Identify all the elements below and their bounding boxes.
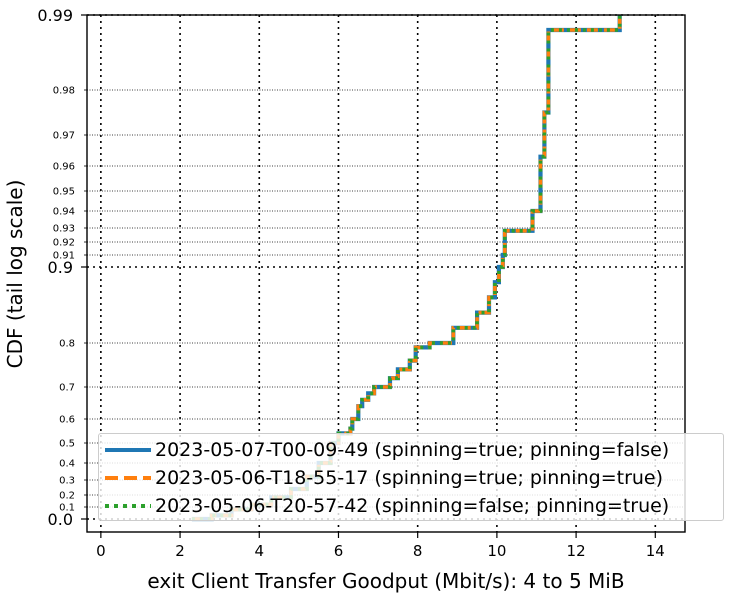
y-major-tick-label: 0.99 [37,6,73,25]
y-minor-tick-label: 0.4 [59,459,75,470]
legend-label: 2023-05-06-T20-57-42 (spinning=false; pi… [155,495,670,517]
x-tick-label: 12 [567,542,586,560]
legend-entry-2: 2023-05-06-T18-55-17 (spinning=true; pin… [105,464,663,492]
y-minor-tick-label: 0.6 [59,415,75,426]
y-minor-tick-label: 0.94 [53,207,75,218]
x-tick-label: 4 [254,542,264,560]
y-minor-tick-label: 0.92 [53,238,75,249]
y-minor-tick-label: 0.95 [53,187,75,198]
y-minor-tick-label: 0.98 [53,86,75,97]
x-tick-label: 6 [334,542,344,560]
legend: 2023-05-07-T00-09-49 (spinning=true; pin… [98,433,724,521]
y-minor-tick-label: 0.5 [59,439,75,450]
y-major-tick-label: 0.9 [48,258,73,277]
y-minor-tick-label: 0.2 [59,491,75,502]
y-minor-tick-label: 0.3 [59,476,75,487]
frame-layer [86,14,686,533]
legend-entry-3: 2023-05-06-T20-57-42 (spinning=false; pi… [105,492,669,520]
x-tick-label: 0 [96,542,106,560]
tick-layer: 0 2 4 6 8 10 12 140.10.20.30.40.50.60.70.80.910… [37,6,664,560]
plot-frame [86,14,686,533]
legend-label: 2023-05-06-T18-55-17 (spinning=true; pin… [155,467,664,489]
series-line-3 [191,15,622,521]
legend-label: 2023-05-07-T00-09-49 (spinning=true; pin… [155,439,670,461]
y-minor-tick-label: 0.91 [53,251,75,262]
y-minor-tick-label: 0.7 [59,383,75,394]
y-minor-tick-label: 0.96 [53,162,75,173]
x-tick-label: 8 [413,542,423,560]
legend-swatch-dotted [105,504,151,508]
y-minor-tick-label: 0.8 [59,339,75,350]
x-tick-label: 10 [487,542,506,560]
x-tick-label: 14 [646,542,665,560]
x-tick-label: 2 [175,542,185,560]
y-minor-tick-label: 0.1 [59,503,75,514]
y-axis-label: CDF (tail log scale) [3,180,27,369]
legend-swatch-solid [105,448,151,452]
y-major-tick-label: 0.0 [48,510,73,529]
y-minor-tick-label: 0.97 [53,131,75,142]
legend-swatch-dashed [105,476,151,480]
legend-entry-1: 2023-05-07-T00-09-49 (spinning=true; pin… [105,436,669,464]
y-minor-tick-label: 0.93 [53,224,75,235]
x-axis-label: exit Client Transfer Goodput (Mbit/s): 4… [147,569,624,593]
